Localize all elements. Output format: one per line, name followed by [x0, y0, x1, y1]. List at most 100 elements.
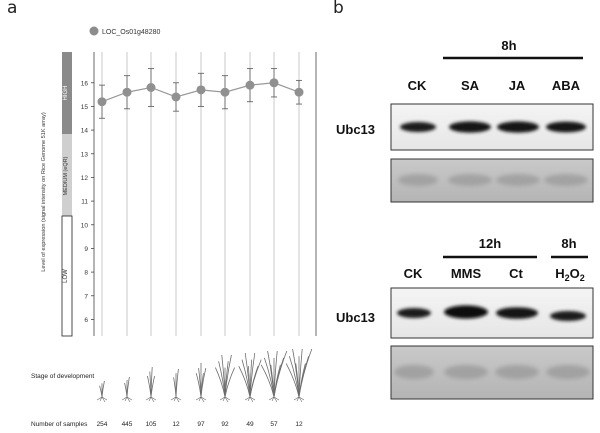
- band-high-label: HIGH: [63, 86, 69, 101]
- sample-count: 49: [246, 421, 254, 428]
- data-point: [220, 87, 230, 97]
- plant-root: [219, 396, 231, 403]
- h2o2-o: O: [570, 266, 580, 281]
- plant-leaf: [200, 368, 207, 398]
- data-point: [245, 80, 255, 90]
- plant-leaf: [101, 380, 105, 398]
- sample-count: 57: [270, 421, 278, 428]
- data-point: [196, 85, 206, 95]
- band-low: [61, 215, 73, 337]
- plant-leaf: [238, 366, 251, 398]
- top-lane-sa: SA: [461, 78, 480, 93]
- sample-count: 105: [146, 421, 157, 428]
- y-tick-label: 13: [81, 151, 89, 158]
- plant-leaf: [298, 348, 313, 398]
- plant-illustration: [285, 348, 313, 403]
- legend-label: LOC_Os01g48280: [102, 29, 160, 36]
- plant-illustration: [238, 352, 262, 403]
- plant-leaf: [224, 367, 235, 398]
- plant-illustration: [215, 354, 235, 403]
- data-point: [122, 87, 132, 97]
- y-axis-ticks: 6 7 8 9 10 11 12 13 14 15 16: [81, 80, 94, 324]
- plant-leaf: [175, 368, 179, 398]
- plant-illustration: [170, 368, 182, 403]
- sample-counts: 254 445 105 12 97 92 49 57 12: [97, 421, 303, 428]
- plant-leaf: [249, 359, 262, 398]
- top-gel-bands: [398, 174, 588, 186]
- sample-count: 97: [197, 421, 205, 428]
- y-tick-label: 15: [81, 104, 89, 111]
- plant-leaf: [267, 350, 275, 398]
- data-point: [294, 87, 304, 97]
- top-blot-bands: [400, 121, 586, 133]
- band-medium-label: MEDIUM (eQR): [63, 156, 69, 195]
- data-point: [146, 83, 156, 92]
- y-tick-label: 10: [81, 222, 89, 229]
- expression-chart: LOC_Os01g48280 HIGH MEDIUM (eQR) LOW Lev…: [31, 26, 317, 428]
- bottom-time-label-12h: 12h: [479, 236, 501, 251]
- band-high: [62, 52, 72, 134]
- bottom-lane-h2o2: H2O2: [555, 266, 585, 283]
- blot-bottom-group: 12h 8h CK MMS Ct H2O2 Ubc13: [336, 236, 594, 400]
- stage-label: Stage of development: [31, 373, 94, 380]
- bottom-lane-mms: MMS: [451, 266, 482, 281]
- plant-root: [96, 396, 108, 403]
- sample-count: 445: [122, 421, 133, 428]
- plant-leaf: [150, 375, 155, 398]
- top-lane-ck: CK: [408, 78, 427, 93]
- plant-leaf: [126, 376, 130, 398]
- h2o2-sub1: 2: [565, 273, 570, 283]
- y-tick-label: 6: [84, 317, 88, 324]
- panel-a-letter: a: [7, 0, 18, 18]
- plant-root: [268, 396, 280, 403]
- top-lane-ja: JA: [509, 78, 526, 93]
- plant-illustration: [195, 363, 207, 403]
- h2o2-h: H: [555, 266, 564, 281]
- top-lane-aba: ABA: [552, 78, 581, 93]
- top-time-label: 8h: [501, 38, 516, 53]
- y-tick-label: 9: [84, 246, 88, 253]
- plant-stage-illustrations: [96, 348, 313, 403]
- y-tick-label: 7: [84, 293, 88, 300]
- plant-root: [145, 396, 157, 403]
- plant-root: [244, 396, 256, 403]
- samples-label: Number of samples: [31, 421, 88, 428]
- bottom-blot-bands: [397, 305, 586, 321]
- plant-root: [170, 396, 182, 403]
- y-tick-label: 12: [81, 175, 89, 182]
- bottom-time-label-8h: 8h: [561, 236, 576, 251]
- plant-root: [293, 396, 305, 403]
- band-medium: [62, 134, 72, 216]
- plant-illustration: [260, 350, 288, 403]
- panel-b-letter: b: [333, 0, 344, 18]
- plant-illustration: [96, 380, 108, 403]
- legend-marker: [89, 26, 99, 36]
- blot-top-group: 8h CK SA JA ABA Ubc13: [336, 38, 594, 203]
- y-tick-label: 16: [81, 80, 89, 87]
- data-point: [171, 92, 181, 102]
- bottom-lane-ct: Ct: [509, 266, 523, 281]
- data-point: [97, 97, 107, 107]
- h2o2-sub2: 2: [580, 273, 585, 283]
- sample-count: 92: [221, 421, 229, 428]
- plant-leaf: [273, 350, 288, 398]
- bottom-gel-bands: [394, 365, 590, 379]
- plant-illustration: [121, 376, 133, 403]
- top-gene-label: Ubc13: [336, 122, 375, 137]
- y-tick-label: 14: [81, 128, 89, 135]
- plant-leaf: [292, 348, 300, 398]
- sample-guide-lines: [101, 52, 300, 336]
- series-points: [97, 78, 304, 107]
- plant-root: [195, 396, 207, 403]
- band-low-label: LOW: [63, 269, 69, 283]
- sample-count: 254: [97, 421, 108, 428]
- sample-count: 12: [295, 421, 303, 428]
- bottom-lane-ck: CK: [404, 266, 423, 281]
- plant-root: [121, 396, 133, 403]
- sample-count: 12: [172, 421, 180, 428]
- y-tick-label: 8: [84, 270, 88, 277]
- y-axis-title: Level of expression (signal intensity on…: [41, 112, 47, 272]
- data-point: [269, 78, 279, 88]
- plant-illustration: [145, 366, 157, 403]
